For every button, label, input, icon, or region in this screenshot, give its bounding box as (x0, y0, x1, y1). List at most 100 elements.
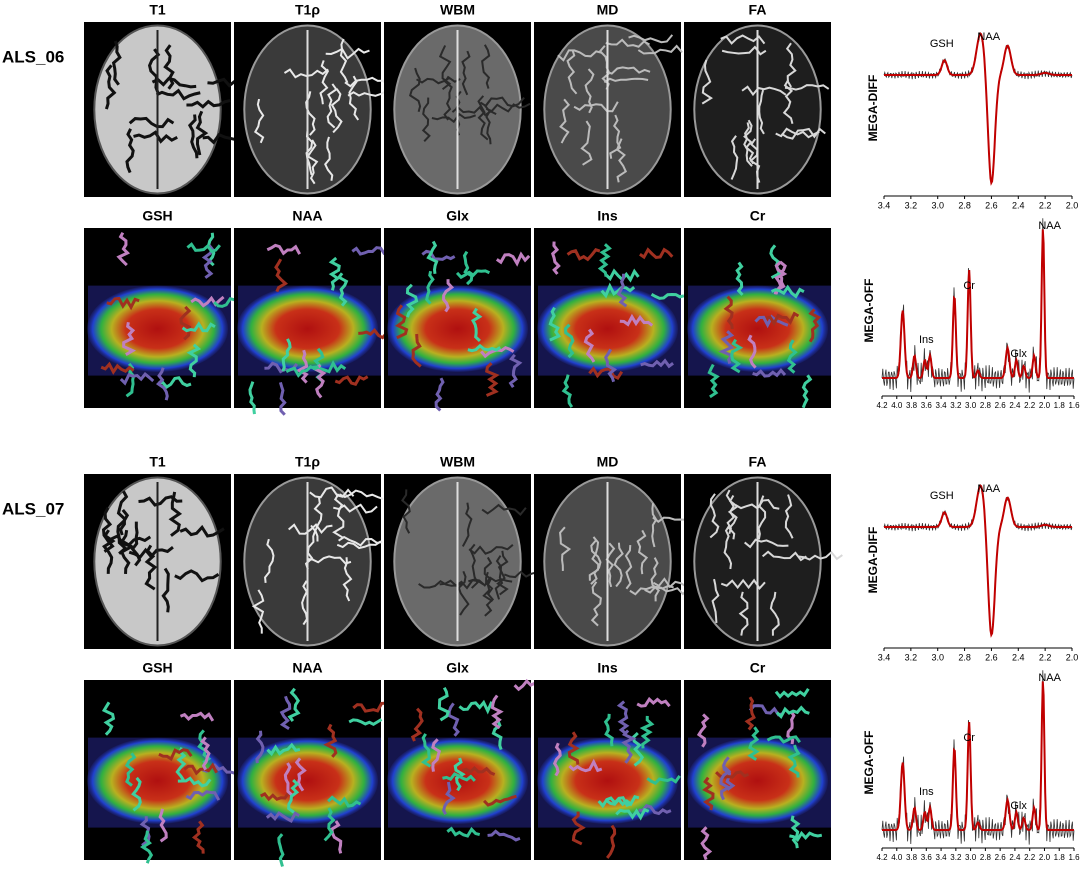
image-title: Glx (446, 660, 469, 676)
sulcus (111, 40, 122, 86)
sulcus (615, 138, 628, 183)
segmentation-contour (442, 772, 476, 782)
peak-label: NAA (977, 483, 1000, 495)
sulcus (408, 67, 422, 113)
metabolite-map (534, 680, 681, 860)
x-tick-label: 3.2 (950, 853, 962, 862)
sulcus (128, 116, 175, 129)
sulcus (457, 570, 470, 616)
image-title: Ins (597, 660, 617, 676)
sulcus (624, 544, 633, 590)
image-title: NAA (292, 660, 322, 676)
x-tick-label: 3.8 (906, 853, 918, 862)
subject-label: ALS_07 (2, 499, 64, 518)
segmentation-contour (787, 744, 801, 778)
segmentation-contour (702, 776, 715, 811)
sulcus (306, 139, 319, 185)
x-tick-label: 3.4 (936, 401, 948, 410)
segmentation-contour (395, 304, 409, 340)
segmentation-contour (561, 374, 574, 408)
image-title: Glx (446, 208, 469, 224)
sulcus (253, 98, 265, 144)
sulcus (496, 550, 509, 596)
sulcus (785, 42, 797, 88)
x-tick-label: 3.8 (906, 401, 918, 410)
sulcus (644, 585, 690, 596)
anatomical-image (84, 474, 231, 649)
mega-diff-spectrum: 3.4 3.2 3.0 2.8 2.6 2.4 2.2 2.0 MEGA-DIFF GSH NAA (866, 483, 1078, 662)
segmentation-contour (177, 776, 212, 788)
x-tick-label: 2.4 (1012, 200, 1025, 210)
segmentation-contour (621, 729, 637, 764)
segmentation-contour (551, 241, 561, 275)
peak-label: Ins (919, 334, 934, 346)
sulcus (743, 119, 755, 165)
segmentation-contour (274, 258, 288, 293)
sulcus (348, 75, 360, 121)
sulcus (730, 135, 739, 180)
segmentation-contour (639, 247, 674, 260)
x-tick-label: 2.2 (1039, 652, 1052, 662)
sulcus (163, 44, 175, 90)
x-tick-label: 2.2 (1024, 853, 1036, 862)
sulcus (481, 44, 491, 89)
segmentation-contour (605, 795, 640, 807)
sulcus (330, 88, 343, 134)
sulcus (485, 102, 531, 113)
metabolite-map (534, 228, 685, 408)
sulcus (187, 114, 199, 159)
segmentation-contour (336, 272, 349, 307)
sulcus (144, 544, 158, 591)
sulcus (761, 550, 807, 562)
segmentation-contour (453, 757, 466, 792)
x-tick-label: 4.0 (891, 853, 903, 862)
sulcus (557, 49, 602, 62)
concentration-map (86, 737, 229, 824)
y-axis-label: MEGA-OFF (862, 279, 876, 343)
peak-label: NAA (1038, 220, 1061, 232)
segmentation-contour (266, 243, 301, 256)
image-title: Cr (750, 208, 766, 224)
segmentation-contour (352, 701, 386, 713)
segmentation-contour (101, 701, 116, 736)
sulcus (559, 98, 571, 144)
segmentation-contour (458, 699, 494, 715)
segmentation-contour (765, 311, 800, 327)
segmentation-contour (186, 343, 202, 378)
sulcus (573, 101, 619, 113)
x-tick-label: 4.2 (876, 853, 888, 862)
segmentation-contour (190, 295, 225, 308)
segmentation-contour (200, 736, 211, 771)
segmentation-contour (774, 260, 788, 295)
sulcus (559, 526, 572, 571)
segmentation-contour (266, 742, 301, 757)
segmentation-contour (330, 820, 343, 854)
sulcus (283, 68, 329, 79)
sulcus (769, 591, 780, 636)
sulcus (781, 127, 826, 140)
segmentation-contour (287, 778, 300, 814)
segmentation-contour (461, 766, 496, 776)
sulcus (481, 503, 527, 516)
anatomical-image (534, 22, 683, 197)
sulcus (798, 550, 843, 561)
metabolite-map (84, 228, 248, 408)
sulcus (324, 136, 334, 181)
segmentation-contour (747, 334, 757, 369)
sulcus (338, 489, 384, 500)
sulcus (461, 50, 471, 96)
segmentation-contour (495, 251, 531, 267)
concentration-map (236, 285, 379, 372)
x-tick-label: 3.0 (931, 200, 944, 210)
x-tick-label: 2.0 (1039, 853, 1051, 862)
segmentation-contour (801, 374, 813, 409)
segmentation-contour (116, 231, 131, 267)
sulcus (603, 77, 649, 84)
metabolite-map (684, 680, 831, 861)
sulcus (401, 489, 411, 534)
sulcus (438, 45, 452, 91)
x-tick-label: 2.2 (1039, 200, 1052, 210)
x-tick-label: 2.8 (980, 401, 992, 410)
segmentation-contour (730, 338, 744, 374)
segmentation-contour (277, 833, 285, 867)
